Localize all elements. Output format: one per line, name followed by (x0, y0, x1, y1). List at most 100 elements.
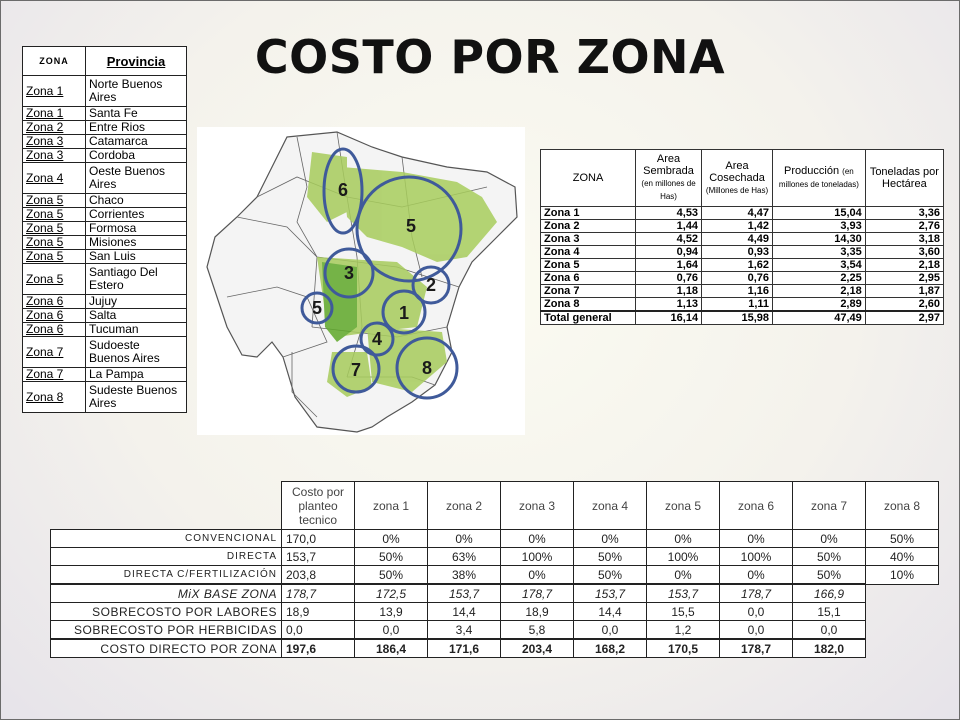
zone-row: Zona 6 Jujuy (22, 294, 187, 309)
cost-row: MiX BASE ZONA 178,7 172,5 153,7 178,7 153,7 15… (50, 583, 939, 603)
province-cell: Salta (85, 308, 187, 323)
zone-circles (300, 147, 463, 400)
area-value-cell: 2,97 (864, 310, 945, 325)
zone-row: Zona 8 Sudeste Buenos Aires (22, 381, 187, 413)
cost-value-cell: 0,0 (792, 620, 866, 640)
cost-row-label: SOBRECOSTO POR HERBICIDAS (50, 620, 282, 640)
area-zone-cell: Zona 3 (540, 232, 636, 246)
zone-header: ZONA (22, 46, 86, 76)
produccion-unit: (en millones de toneladas) (778, 167, 859, 189)
cost-value-cell: 50% (573, 565, 647, 585)
zone-label-8: 8 (422, 358, 432, 378)
cost-value-cell: 50% (792, 565, 866, 585)
zone-row: Zona 1 Santa Fe (22, 106, 187, 121)
cost-first-value: 203,8 (281, 565, 355, 585)
cost-value-cell: 100% (500, 547, 574, 566)
cost-zone-header: zona 2 (427, 481, 501, 530)
sembrada-header-text: Area Sembrada (643, 153, 694, 177)
cost-value-cell: 63% (427, 547, 501, 566)
area-row: Zona 1 4,53 4,47 15,04 3,36 (540, 206, 945, 220)
province-header: Provincia (85, 46, 187, 76)
province-cell: Santiago Del Estero (85, 263, 187, 295)
cost-value-cell: 0% (573, 529, 647, 548)
area-value-cell: 2,25 (772, 271, 866, 285)
area-value-cell: 4,53 (634, 206, 703, 220)
province-cell: Oeste Buenos Aires (85, 162, 187, 194)
cost-row: SOBRECOSTO POR LABORES 18,9 13,9 14,4 18,9 14… (50, 602, 939, 621)
zone-cell: Zona 4 (22, 162, 86, 194)
sembrada-unit: (en millones de Has) (641, 179, 696, 201)
cost-value-cell: 18,9 (500, 602, 574, 621)
cost-first-value: 170,0 (281, 529, 355, 548)
area-zone-cell: Zona 2 (540, 219, 636, 233)
cost-value-cell: 38% (427, 565, 501, 585)
cosechada-header-text: Area Cosechada (709, 159, 765, 184)
cost-table: Costo por planteo tecnico zona 1 zona 2 … (50, 481, 939, 658)
cost-value-cell: 0% (500, 565, 574, 585)
cost-value-cell: 10% (865, 565, 939, 585)
cost-value-cell: 153,7 (646, 583, 720, 603)
area-value-cell: 0,93 (701, 245, 774, 259)
cost-zone-header: zona 1 (354, 481, 428, 530)
cost-value-cell: 3,4 (427, 620, 501, 640)
area-value-cell: 1,87 (864, 284, 945, 298)
cost-value-cell: 0% (646, 565, 720, 585)
area-value-cell: 1,42 (701, 219, 774, 233)
area-production-table: ZONA Area Sembrada (en millones de Has) … (540, 149, 945, 325)
cost-row-label: COSTO DIRECTO POR ZONA (50, 638, 282, 658)
cost-value-cell: 178,7 (719, 638, 793, 658)
zone-row: Zona 1 Norte Buenos Aires (22, 75, 187, 107)
cost-value-cell: 100% (646, 547, 720, 566)
zone-cell: Zona 6 (22, 294, 86, 309)
cost-value-cell: 178,7 (500, 583, 574, 603)
zone-label-4: 4 (372, 329, 382, 349)
zone-cell: Zona 3 (22, 134, 86, 149)
crop-areas (307, 152, 497, 397)
toneladas-header-text: Toneladas por Hectárea (869, 166, 939, 190)
cost-value-cell: 186,4 (354, 638, 428, 658)
cost-value-cell: 50% (354, 565, 428, 585)
zone-label-2: 2 (426, 275, 436, 295)
cost-value-cell: 50% (792, 547, 866, 566)
area-value-cell: 4,47 (701, 206, 774, 220)
area-zone-cell: Zona 4 (540, 245, 636, 259)
cost-value-cell: 0% (719, 529, 793, 548)
cost-value-cell: 0,0 (719, 602, 793, 621)
cost-first-value: 197,6 (281, 638, 355, 658)
zone-row: Zona 6 Tucuman (22, 322, 187, 337)
cost-value-cell: 14,4 (427, 602, 501, 621)
cost-header-spacer (51, 482, 282, 530)
cost-row: DIRECTA C/FERTILIZACIÓN 203,8 50% 38% 0% 50% 0… (50, 565, 939, 585)
zone-row: Zona 5 Misiones (22, 235, 187, 250)
area-value-cell: 1,44 (634, 219, 703, 233)
zone-label-3: 3 (344, 263, 354, 283)
province-cell: Norte Buenos Aires (85, 75, 187, 107)
zone-row: Zona 4 Oeste Buenos Aires (22, 162, 187, 194)
cosechada-header: Area Cosechada (Millones de Has) (701, 149, 774, 207)
cost-first-value: 18,9 (281, 602, 355, 621)
cost-row: COSTO DIRECTO POR ZONA 197,6 186,4 171,6 203… (50, 638, 939, 658)
cost-value-cell: 172,5 (354, 583, 428, 603)
cost-value-cell: 168,2 (573, 638, 647, 658)
cost-value-cell: 50% (354, 547, 428, 566)
cost-value-cell: 15,5 (646, 602, 720, 621)
area-row: Zona 4 0,94 0,93 3,35 3,60 (540, 245, 945, 259)
area-value-cell: 0,94 (634, 245, 703, 259)
cost-zone-header: zona 4 (573, 481, 647, 530)
zone-row: Zona 6 Salta (22, 308, 187, 323)
cost-value-cell: 171,6 (427, 638, 501, 658)
zone-cell: Zona 1 (22, 106, 86, 121)
area-row: Zona 5 1,64 1,62 3,54 2,18 (540, 258, 945, 272)
cost-value-cell: 203,4 (500, 638, 574, 658)
zone-label-7: 7 (351, 360, 361, 380)
cost-row-label: SOBRECOSTO POR LABORES (50, 602, 282, 621)
area-value-cell: 2,89 (772, 297, 866, 312)
zone-cell: Zona 5 (22, 235, 86, 250)
area-value-cell: 2,18 (864, 258, 945, 272)
cost-value-cell: 100% (719, 547, 793, 566)
toneladas-header: Toneladas por Hectárea (864, 149, 945, 207)
zone-row: Zona 5 Chaco (22, 193, 187, 208)
area-zone-cell: Zona 1 (540, 206, 636, 220)
cost-value-cell: 0% (719, 565, 793, 585)
area-zona-header-text: ZONA (572, 172, 604, 184)
